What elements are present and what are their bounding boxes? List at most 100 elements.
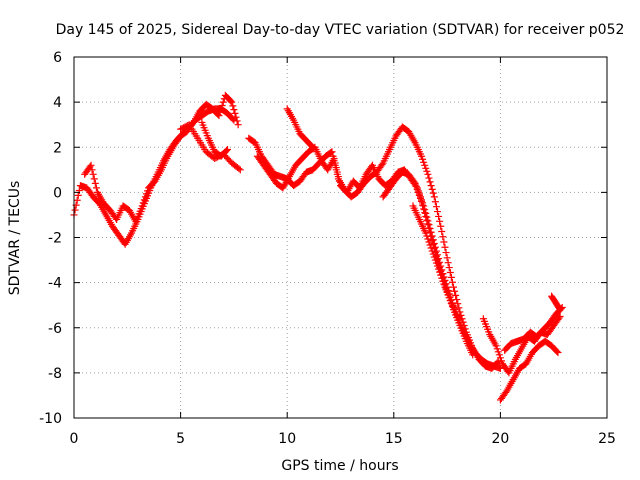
data-point [436,268,444,276]
y-tick-labels: -10 -8 -6 -4 -2 0 2 4 6 [39,50,62,427]
data-point [227,97,235,105]
data-point [416,194,424,202]
data-point [452,291,460,299]
y-tick-label: -10 [39,411,62,427]
data-point [420,205,428,213]
y-tick-label: 6 [53,50,62,66]
data-point [424,220,432,228]
y-tick-label: -2 [48,231,62,247]
data-point [554,349,562,357]
data-point [555,305,563,313]
x-tick-labels: 0 5 10 15 20 25 [70,431,616,447]
data-point [434,262,442,270]
data-point [423,167,431,175]
data-point [439,277,447,285]
data-point [423,232,431,240]
data-point [429,189,437,197]
data-point [334,173,342,181]
data-point [424,170,432,178]
x-tick-label: 25 [598,431,616,447]
axis-ticks [73,56,608,419]
data-point [443,254,451,262]
data-point [90,175,98,183]
data-point [144,187,152,195]
data-point [233,117,241,125]
data-point [424,235,432,243]
data-point [493,345,501,353]
y-tick-label: 0 [53,185,62,201]
data-point [427,182,435,190]
data-point [448,278,456,286]
x-tick-label: 20 [491,431,509,447]
data-point [74,191,82,199]
data-point [425,174,433,182]
data-point [73,196,81,204]
data-point [422,164,430,172]
data-point [440,280,448,288]
series-track-j [496,337,562,404]
data-point [413,185,421,193]
data-point [425,238,433,246]
y-axis-label: SDTVAR / TECUs [7,181,23,296]
data-point [327,149,335,157]
data-point [335,177,343,185]
series-track-b [81,91,242,226]
data-point [428,237,436,245]
data-point [437,222,445,230]
data-point [222,147,230,155]
data-point [378,161,386,169]
data-point [436,217,444,225]
x-axis-label: GPS time / hours [281,458,398,474]
data-point [141,193,149,201]
data-point [553,347,561,355]
data-point [419,155,427,163]
data-point [447,273,455,281]
data-point [71,206,79,214]
data-point [435,265,443,273]
data-point [228,98,236,106]
data-point [430,253,438,261]
data-point [439,233,447,241]
data-point [494,358,502,366]
data-point [140,196,148,204]
data-point [437,271,445,279]
series-track-m [548,292,564,314]
data-point [418,197,426,205]
data-point [427,244,435,252]
data-point [432,259,440,267]
data-point [451,287,459,295]
data-point [235,165,243,173]
x-tick-label: 15 [385,431,403,447]
data-point [431,198,439,206]
series-track-l [479,312,564,377]
data-point [496,354,504,362]
data-point [139,199,147,207]
data-point [431,256,439,264]
data-point [412,182,420,190]
data-point [217,105,225,113]
data-point [440,238,448,246]
data-point [556,312,564,320]
data-point [330,155,338,163]
data-point [423,216,431,224]
x-tick-label: 10 [278,431,296,447]
data-point [332,164,340,172]
data-point [556,306,564,314]
data-point [232,113,240,121]
data-point [438,274,446,282]
data-point [432,203,440,211]
x-tick-label: 5 [176,431,185,447]
data-point [419,201,427,209]
data-point [138,202,146,210]
data-point [494,348,502,356]
data-point [438,227,446,235]
data-point [92,184,100,192]
data-point [414,188,422,196]
data-point [426,178,434,186]
data-point [231,109,239,117]
data-point [454,300,462,308]
data-point [441,243,449,251]
data-point [410,178,418,186]
data-point [421,161,429,169]
